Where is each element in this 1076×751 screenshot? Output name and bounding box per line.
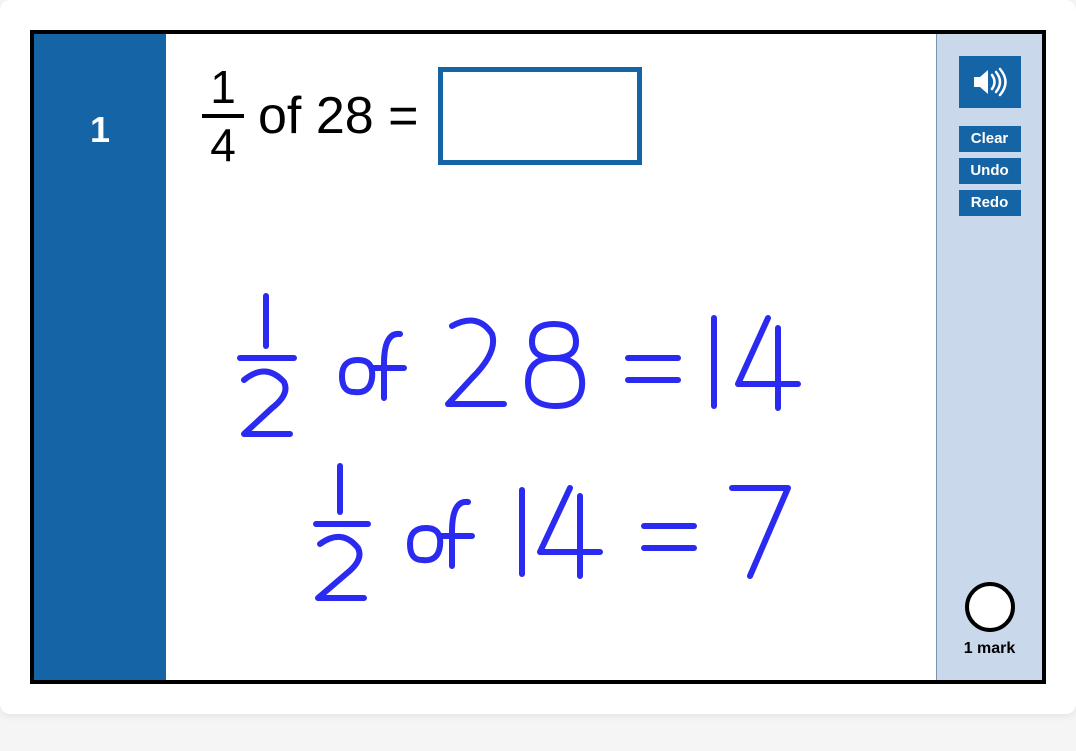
- equation-text: of 28 =: [258, 86, 418, 146]
- fraction-denominator: 4: [210, 122, 236, 168]
- clear-button[interactable]: Clear: [959, 126, 1021, 152]
- side-toolbar: Clear Undo Redo 1 mark: [936, 34, 1042, 680]
- question-frame: 1 1 4 of 28 =: [30, 30, 1046, 684]
- question-number-bar: 1: [34, 34, 166, 680]
- question-number: 1: [90, 109, 110, 150]
- audio-button[interactable]: [959, 56, 1021, 108]
- mark-circle[interactable]: [965, 582, 1015, 632]
- question-card: 1 1 4 of 28 =: [0, 0, 1076, 714]
- speaker-icon: [972, 67, 1008, 97]
- answer-input[interactable]: [438, 67, 642, 165]
- equation: 1 4 of 28 =: [202, 64, 642, 168]
- fraction-numerator: 1: [210, 64, 236, 110]
- mark-label: 1 mark: [964, 640, 1016, 658]
- fraction-bar: [202, 114, 244, 118]
- redo-button[interactable]: Redo: [959, 190, 1021, 216]
- question-main: 1 4 of 28 =: [166, 34, 936, 680]
- undo-button[interactable]: Undo: [959, 158, 1021, 184]
- fraction: 1 4: [202, 64, 244, 168]
- handwriting-canvas[interactable]: [166, 274, 936, 614]
